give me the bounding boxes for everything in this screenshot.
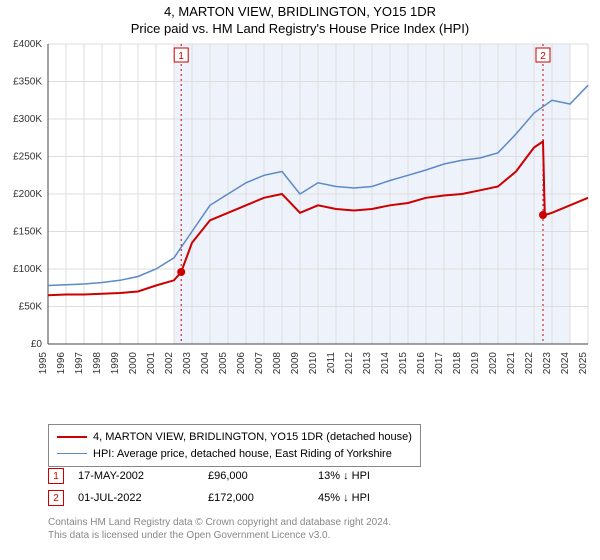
footer-line-2: This data is licensed under the Open Gov… — [48, 529, 391, 542]
line-chart: £0£50K£100K£150K£200K£250K£300K£350K£400… — [48, 44, 588, 384]
svg-text:2024: 2024 — [560, 352, 571, 375]
svg-text:2001: 2001 — [146, 352, 157, 375]
svg-text:1998: 1998 — [92, 352, 103, 375]
svg-text:1995: 1995 — [38, 352, 49, 375]
transaction-row: 1 17-MAY-2002£96,00013% ↓ HPI — [48, 468, 370, 484]
legend: 4, MARTON VIEW, BRIDLINGTON, YO15 1DR (d… — [48, 424, 421, 467]
transaction-table: 1 17-MAY-2002£96,00013% ↓ HPI 2 01-JUL-2022… — [48, 468, 370, 512]
svg-text:2020: 2020 — [488, 352, 499, 375]
svg-text:£0: £0 — [31, 339, 43, 350]
tx-price: £96,000 — [208, 470, 318, 482]
svg-text:2007: 2007 — [254, 352, 265, 375]
svg-text:1: 1 — [178, 51, 184, 62]
footer: Contains HM Land Registry data © Crown c… — [48, 516, 391, 542]
svg-text:2014: 2014 — [380, 352, 391, 375]
svg-text:2012: 2012 — [344, 352, 355, 375]
svg-text:£350K: £350K — [13, 77, 42, 88]
svg-text:2010: 2010 — [308, 352, 319, 375]
svg-text:2008: 2008 — [272, 352, 283, 375]
chart-container: 4, MARTON VIEW, BRIDLINGTON, YO15 1DR Pr… — [0, 0, 600, 560]
svg-text:£50K: £50K — [19, 302, 43, 313]
svg-text:£200K: £200K — [13, 189, 42, 200]
title-line-2: Price paid vs. HM Land Registry's House … — [0, 21, 600, 38]
svg-text:1997: 1997 — [74, 352, 85, 375]
svg-text:2022: 2022 — [524, 352, 535, 375]
svg-text:2021: 2021 — [506, 352, 517, 375]
svg-text:2023: 2023 — [542, 352, 553, 375]
legend-item-2: HPI: Average price, detached house, East… — [57, 446, 412, 463]
svg-text:£400K: £400K — [13, 39, 42, 50]
svg-text:£100K: £100K — [13, 264, 42, 275]
marker-badge: 2 — [48, 490, 64, 506]
legend-swatch-1 — [57, 436, 87, 438]
svg-text:2005: 2005 — [218, 352, 229, 375]
svg-text:1999: 1999 — [110, 352, 121, 375]
transaction-row: 2 01-JUL-2022£172,00045% ↓ HPI — [48, 490, 370, 506]
svg-text:2016: 2016 — [416, 352, 427, 375]
svg-text:1996: 1996 — [56, 352, 67, 375]
tx-date: 01-JUL-2022 — [78, 492, 208, 504]
svg-text:2002: 2002 — [164, 352, 175, 375]
tx-date: 17-MAY-2002 — [78, 470, 208, 482]
tx-delta: 13% ↓ HPI — [318, 470, 370, 482]
title-line-1: 4, MARTON VIEW, BRIDLINGTON, YO15 1DR — [0, 4, 600, 21]
svg-text:2004: 2004 — [200, 352, 211, 375]
tx-price: £172,000 — [208, 492, 318, 504]
svg-text:2006: 2006 — [236, 352, 247, 375]
svg-text:2000: 2000 — [128, 352, 139, 375]
legend-swatch-2 — [57, 453, 87, 454]
svg-text:£150K: £150K — [13, 227, 42, 238]
legend-item-1: 4, MARTON VIEW, BRIDLINGTON, YO15 1DR (d… — [57, 429, 412, 446]
tx-delta: 45% ↓ HPI — [318, 492, 370, 504]
svg-text:2: 2 — [540, 51, 546, 62]
legend-label-1: 4, MARTON VIEW, BRIDLINGTON, YO15 1DR (d… — [93, 429, 412, 446]
svg-text:2009: 2009 — [290, 352, 301, 375]
svg-text:2018: 2018 — [452, 352, 463, 375]
footer-line-1: Contains HM Land Registry data © Crown c… — [48, 516, 391, 529]
svg-text:2019: 2019 — [470, 352, 481, 375]
svg-text:2013: 2013 — [362, 352, 373, 375]
chart-title: 4, MARTON VIEW, BRIDLINGTON, YO15 1DR Pr… — [0, 0, 600, 38]
svg-text:£300K: £300K — [13, 114, 42, 125]
svg-text:2011: 2011 — [326, 352, 337, 374]
svg-text:2025: 2025 — [578, 352, 589, 375]
svg-text:2003: 2003 — [182, 352, 193, 375]
marker-badge: 1 — [48, 468, 64, 484]
legend-label-2: HPI: Average price, detached house, East… — [93, 446, 392, 463]
svg-text:£250K: £250K — [13, 152, 42, 163]
svg-text:2017: 2017 — [434, 352, 445, 375]
svg-text:2015: 2015 — [398, 352, 409, 375]
